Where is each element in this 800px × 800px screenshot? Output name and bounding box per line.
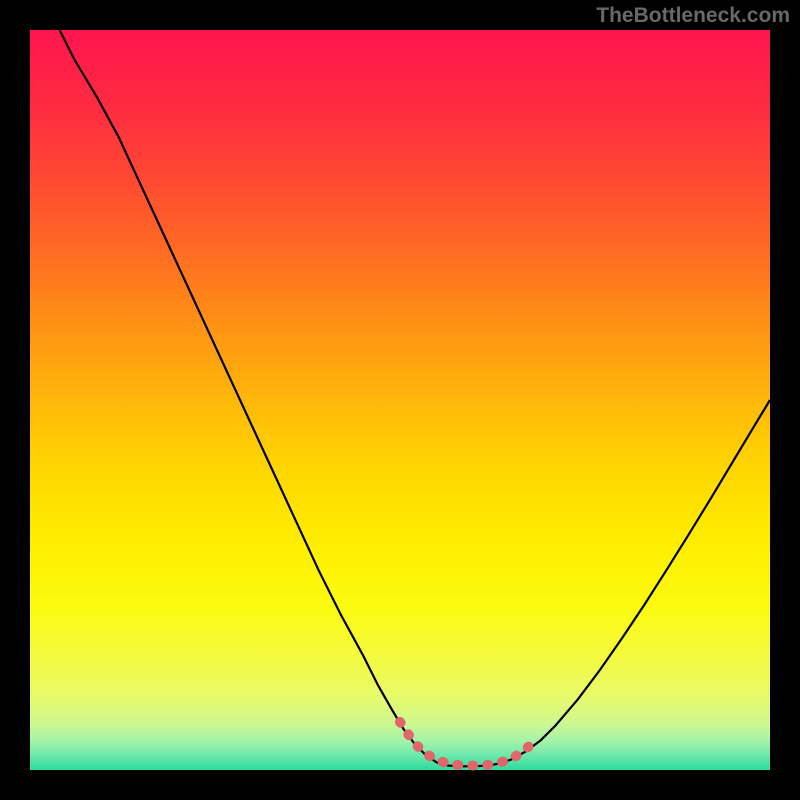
bottleneck-chart bbox=[0, 0, 800, 800]
chart-root: TheBottleneck.com bbox=[0, 0, 800, 800]
plot-background bbox=[30, 30, 770, 770]
